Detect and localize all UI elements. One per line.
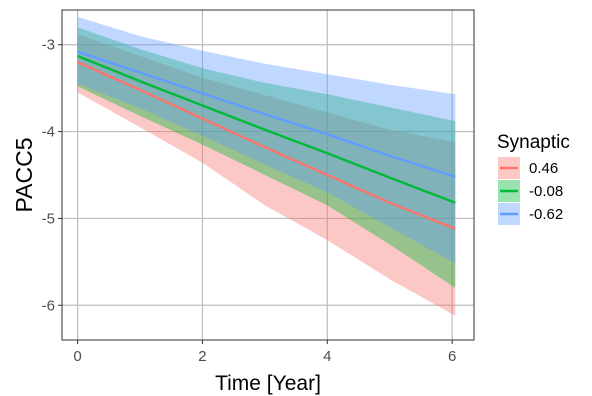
x-tick-label: 0 xyxy=(73,348,81,365)
x-axis-title: Time [Year] xyxy=(215,372,321,395)
legend-title: Synaptic xyxy=(497,132,570,153)
y-axis-title: PACC5 xyxy=(11,138,37,213)
panel-background xyxy=(62,10,474,340)
y-tick-label: -5 xyxy=(42,210,55,227)
series-line--0.62 xyxy=(77,50,456,178)
y-tick-label: -6 xyxy=(42,297,55,314)
legend: Synaptic 0.46 -0.08 -0.62 xyxy=(497,132,570,225)
legend-label--0.62: -0.62 xyxy=(529,206,563,223)
legend-label-0.46: 0.46 xyxy=(529,160,558,177)
y-tick-label: -4 xyxy=(42,124,55,141)
x-tick-label: 6 xyxy=(448,348,456,365)
series-line--0.08 xyxy=(77,54,456,204)
panel-border xyxy=(61,9,475,341)
series-line-0.46 xyxy=(77,61,456,230)
legend-label--0.08: -0.08 xyxy=(529,183,563,200)
series-lines xyxy=(77,50,456,230)
series-band--0.62 xyxy=(77,16,456,264)
axis-ticks: 0 2 4 6 -3 -4 -5 -6 xyxy=(42,37,457,365)
y-tick-label: -3 xyxy=(42,37,55,54)
x-tick-label: 2 xyxy=(198,348,206,365)
x-tick-label: 4 xyxy=(323,348,331,365)
